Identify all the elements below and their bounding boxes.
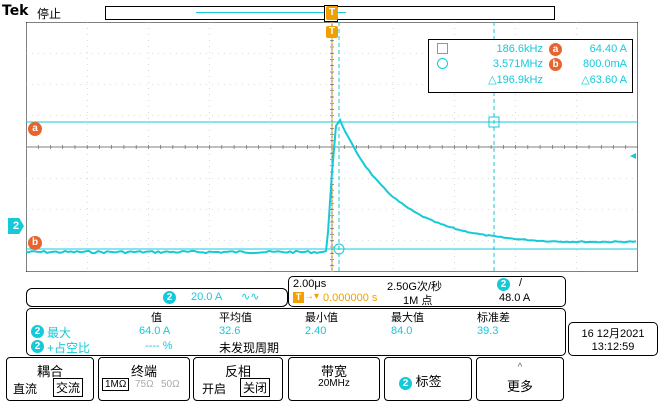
cursor-freq-delta: △196.9kHz: [488, 74, 543, 86]
record-view-trace: [196, 12, 346, 13]
meas-1-label: 最大: [47, 326, 72, 340]
cursor-amp-2: 800.0mA: [582, 58, 627, 70]
meas-2-mean: 未发现周期: [219, 341, 280, 355]
invert-off[interactable]: 关闭: [240, 378, 271, 397]
bandwidth-title: 带宽: [320, 364, 347, 379]
meas-2-channel-badge: 2: [31, 340, 44, 353]
cursor-freq-1: 186.6kHz: [496, 43, 543, 55]
coupling-title: 耦合: [36, 364, 63, 379]
label-channel-badge: 2: [399, 377, 412, 390]
header-max: 最大值: [391, 312, 424, 324]
channel-2-scale: 20.0 A: [191, 291, 223, 303]
cursor-a-badge: a: [549, 43, 562, 56]
meas-1-channel-badge: 2: [31, 325, 44, 338]
invert-softkey[interactable]: 反相 开启 关闭: [193, 357, 283, 401]
invert-on[interactable]: 开启: [202, 382, 227, 396]
coupling-softkey[interactable]: 耦合 直流 交流: [6, 357, 94, 401]
channel-2-badge: 2: [163, 291, 176, 304]
more-title: 更多: [506, 379, 533, 394]
time-text: 13:12:59: [591, 341, 635, 353]
termination-softkey[interactable]: 终端 1MΩ 75Ω 50Ω: [98, 357, 190, 401]
more-softkey[interactable]: ^ 更多: [476, 357, 564, 401]
cursor-a-marker[interactable]: a: [28, 122, 42, 136]
invert-title: 反相: [224, 364, 251, 379]
timebase-value: 2.00μs: [293, 278, 327, 290]
termination-75ohm[interactable]: 75Ω: [135, 379, 154, 390]
header-std: 标准差: [477, 312, 510, 324]
bandwidth-limit-icon: ∿∿: [241, 291, 260, 303]
channel-2-ground-marker[interactable]: 2: [8, 218, 24, 234]
trigger-position-icon[interactable]: T: [326, 6, 338, 20]
bandwidth-value: 20MHz: [318, 378, 350, 389]
trigger-offset: 0.000000 s: [323, 292, 378, 304]
cursor-freq-2: 3.571MHz: [492, 58, 543, 70]
brand-logo: Tek: [2, 3, 29, 19]
trigger-offset-arrow-icon: →▾: [304, 291, 320, 302]
trigger-source-badge: 2: [497, 278, 510, 291]
meas-1-std: 39.3: [477, 325, 499, 337]
meas-2-label: +占空比: [47, 341, 91, 355]
cursor-b-marker[interactable]: b: [28, 236, 42, 250]
meas-1-max: 84.0: [391, 325, 413, 337]
waveform-trace: [26, 117, 637, 255]
datetime-display[interactable]: 16 12月2021 13:12:59: [568, 322, 658, 356]
date-text: 16 12月2021: [581, 328, 645, 340]
coupling-ac[interactable]: 交流: [53, 378, 84, 397]
cursor-b-badge: b: [549, 58, 562, 71]
trigger-icon: T: [293, 292, 304, 303]
cursor-readout: 186.6kHz a 64.40 A 3.571MHz b 800.0mA △1…: [428, 39, 633, 93]
sample-rate: 2.50G次/秒: [387, 281, 443, 293]
meas-1-min: 2.40: [305, 325, 327, 337]
cursor-b-handle[interactable]: [333, 243, 345, 255]
bandwidth-softkey[interactable]: 带宽 20MHz: [288, 357, 380, 401]
label-title: 标签: [415, 374, 442, 389]
header-min: 最小值: [305, 312, 338, 324]
acquisition-status: 停止: [37, 7, 62, 21]
more-arrow-icon: ^: [517, 362, 523, 373]
record-length: 1M 点: [403, 295, 433, 307]
meas-1-mean: 32.6: [219, 325, 241, 337]
trigger-time-marker-icon[interactable]: T: [326, 26, 338, 38]
label-softkey[interactable]: 2 标签: [384, 357, 472, 401]
channel-2-info[interactable]: 2 20.0 A ∿∿: [26, 288, 288, 307]
termination-50ohm[interactable]: 50Ω: [161, 379, 180, 390]
meas-2-value: ---- %: [145, 340, 173, 352]
circle-cursor-icon: [437, 58, 448, 69]
termination-1mohm[interactable]: 1MΩ: [102, 378, 130, 391]
trigger-level: 48.0 A: [499, 292, 531, 304]
coupling-dc[interactable]: 直流: [13, 382, 38, 396]
termination-title: 终端: [130, 364, 157, 379]
measurement-table[interactable]: 值 平均值 最小值 最大值 标准差 2 最大 64.0 A 32.6 2.40 …: [26, 308, 566, 356]
meas-1-value: 64.0 A: [139, 325, 171, 337]
header-value: 值: [151, 312, 162, 324]
square-cursor-icon: [437, 43, 448, 54]
cursor-amp-1: 64.40 A: [589, 43, 627, 55]
cursor-a-handle[interactable]: [488, 116, 500, 128]
header-mean: 平均值: [219, 312, 252, 324]
trigger-slope-icon: /: [519, 277, 523, 289]
cursor-amp-delta: △63.60 A: [581, 74, 627, 86]
horizontal-trigger-panel[interactable]: 2.00μs 2.50G次/秒 2 / T →▾ 0.000000 s 1M 点…: [288, 276, 566, 307]
offscreen-arrow-icon: [630, 153, 636, 159]
